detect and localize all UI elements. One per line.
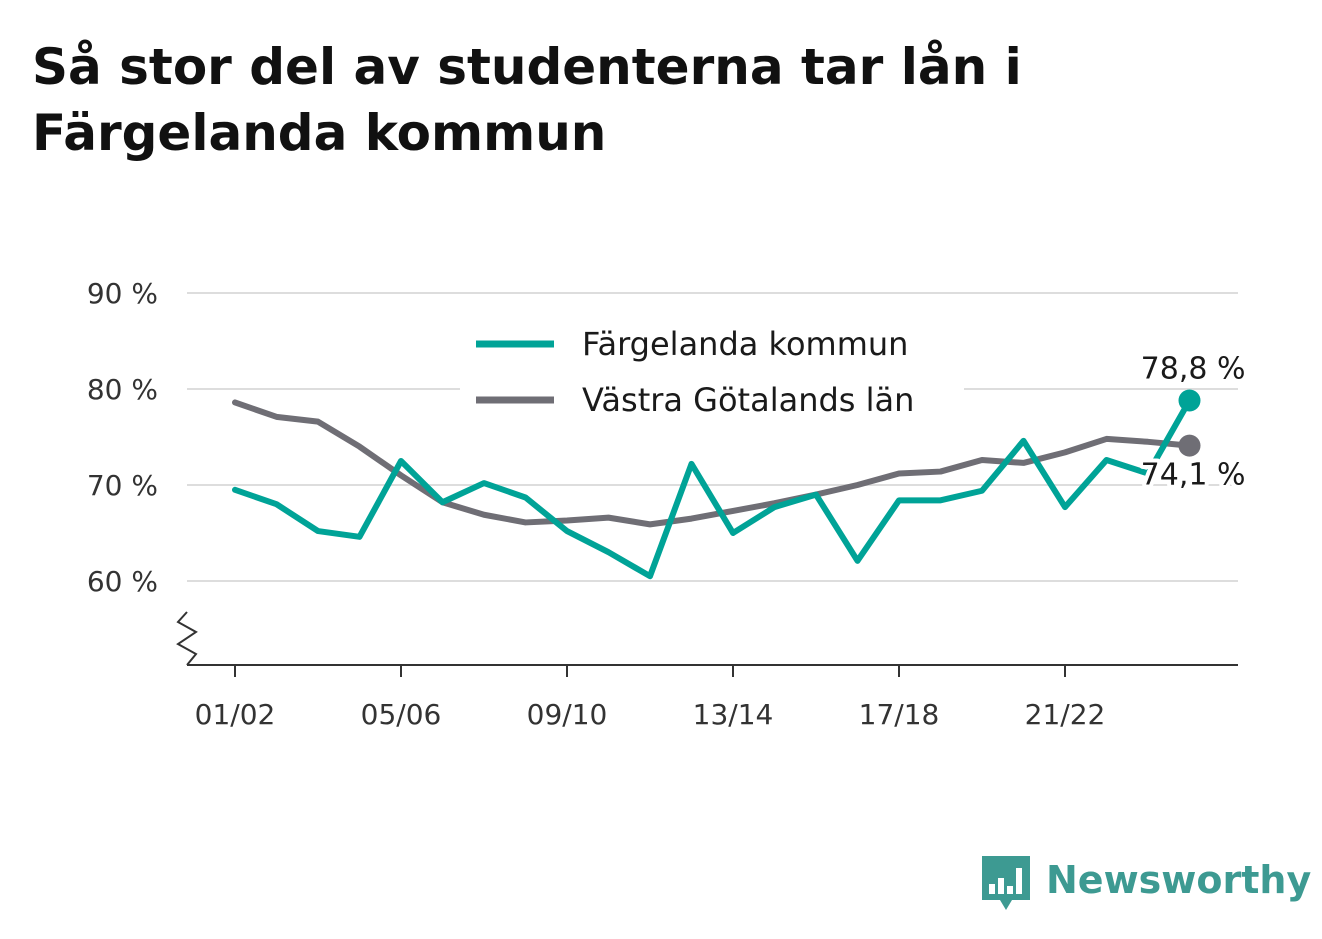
newsworthy-logo: Newsworthy	[982, 850, 1311, 910]
series-line-0	[232, 397, 1193, 580]
y-tick-label: 80 %	[87, 373, 158, 406]
legend-background	[460, 322, 964, 430]
x-tick-label: 17/18	[859, 698, 940, 731]
series-lines	[232, 389, 1201, 580]
series-end-point-0	[1178, 389, 1201, 412]
title-line-2: Färgelanda kommun	[32, 104, 607, 162]
end-value-label: 74,1 %	[1141, 458, 1246, 493]
series-end-point-1	[1178, 434, 1201, 457]
x-tick-label: 09/10	[527, 698, 608, 731]
title-line-1: Så stor del av studenterna tar lån i	[32, 38, 1022, 96]
chart-title: Så stor del av studenterna tar lån i Fär…	[32, 34, 1232, 166]
x-tick-label: 01/02	[195, 698, 276, 731]
legend: Färgelanda kommun Västra Götalands län	[460, 322, 964, 430]
legend-label: Västra Götalands län	[582, 381, 914, 419]
axis-break-icon	[176, 611, 198, 666]
brand-name: Newsworthy	[1046, 858, 1312, 902]
x-tick-label: 13/14	[693, 698, 774, 731]
end-value-label: 78,8 %	[1141, 352, 1246, 387]
x-tick-label: 21/22	[1025, 698, 1106, 731]
end-labels: 78,8 % 74,1 %	[1137, 348, 1250, 497]
y-tick-label: 60 %	[87, 565, 158, 598]
y-tick-label: 90 %	[87, 277, 158, 310]
axes: 60 % 70 % 80 % 90 % 01/02 05/06 09/10 13/14 17/1…	[87, 277, 1238, 731]
y-tick-label: 70 %	[87, 469, 158, 502]
bar-chart-logo-icon	[982, 856, 1030, 910]
x-tick-label: 05/06	[361, 698, 442, 731]
legend-label: Färgelanda kommun	[582, 325, 908, 363]
